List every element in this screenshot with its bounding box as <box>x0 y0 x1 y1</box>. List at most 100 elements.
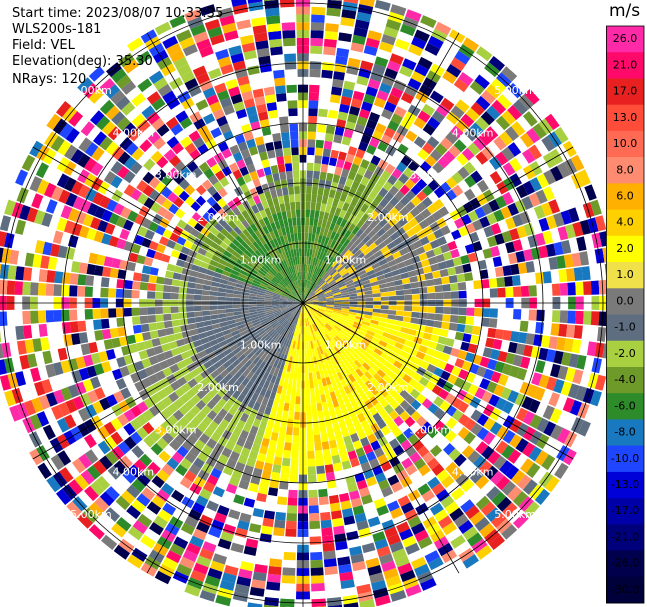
radar-gate <box>179 318 188 326</box>
radar-gate <box>367 516 381 528</box>
radar-gate <box>368 355 378 364</box>
radar-gate <box>310 209 315 218</box>
radar-gate <box>410 282 419 289</box>
radar-gate <box>349 293 358 297</box>
radar-gate <box>246 326 255 333</box>
radar-gate <box>284 321 290 329</box>
radar-gate <box>243 190 253 200</box>
radar-gate <box>317 295 326 299</box>
radar-gate <box>220 63 234 75</box>
radar-gate <box>169 363 180 374</box>
radar-gate <box>338 255 346 264</box>
radar-gate <box>232 333 242 340</box>
radar-gate <box>490 371 502 384</box>
radar-gate <box>318 338 323 347</box>
radar-gate <box>352 260 361 268</box>
radar-gate <box>184 142 197 155</box>
radar-gate <box>535 360 546 374</box>
radar-gate <box>291 316 297 325</box>
radar-gate <box>295 357 299 366</box>
radar-gate <box>318 386 325 395</box>
radar-gate <box>310 305 318 309</box>
radar-gate <box>427 35 444 49</box>
radar-gate <box>316 226 321 235</box>
radar-gate <box>376 505 389 516</box>
radar-gate <box>347 365 356 374</box>
radar-gate <box>123 156 137 170</box>
radar-gate <box>246 138 257 149</box>
radar-gate <box>161 174 173 187</box>
radar-gate <box>166 414 179 427</box>
radar-gate <box>393 79 407 92</box>
radar-gate <box>336 225 344 235</box>
radar-gate <box>349 457 360 468</box>
radar-gate <box>314 249 319 259</box>
radar-gate <box>201 305 210 311</box>
radar-gate <box>311 265 316 274</box>
radar-gate <box>379 398 389 408</box>
radar-gate <box>258 316 267 321</box>
radar-gate <box>287 258 292 267</box>
radar-gate <box>279 203 286 212</box>
ring-label: 1.00km <box>240 254 282 267</box>
radar-gate <box>243 335 252 343</box>
radar-gate <box>486 486 501 501</box>
radar-gate <box>63 414 77 429</box>
radar-gate <box>358 487 371 498</box>
radar-gate <box>313 331 318 340</box>
radar-gate <box>317 362 323 372</box>
radar-gate <box>204 274 214 281</box>
radar-gate <box>222 523 236 535</box>
radar-gate <box>372 531 386 543</box>
radar-gate <box>396 261 406 269</box>
radar-gate <box>308 108 318 117</box>
radar-gate <box>383 383 394 394</box>
radar-gate <box>34 240 45 254</box>
radar-gate <box>148 240 159 251</box>
radar-gate <box>333 525 345 535</box>
radar-gate <box>411 342 421 351</box>
radar-gate <box>167 167 180 180</box>
radar-gate <box>391 168 403 179</box>
radar-gate <box>63 177 77 192</box>
radar-gate <box>335 540 348 551</box>
radar-gate <box>377 141 389 152</box>
radar-gate <box>155 225 166 236</box>
radar-gate <box>311 249 316 258</box>
radar-gate <box>391 427 403 438</box>
radar-gate <box>307 309 313 316</box>
radar-gate <box>400 502 415 514</box>
radar-gate <box>232 216 242 226</box>
radar-gate <box>310 559 324 569</box>
radar-gate <box>214 82 227 94</box>
radar-gate <box>316 194 323 204</box>
radar-gate <box>252 88 265 99</box>
radar-gate <box>288 297 296 301</box>
radar-gate <box>241 386 250 396</box>
radar-gate <box>287 304 296 306</box>
radar-gate <box>594 374 607 391</box>
radar-gate <box>213 414 224 425</box>
radar-gate <box>394 342 404 350</box>
colorbar-swatch <box>606 262 644 289</box>
radar-gate <box>292 217 297 226</box>
radar-gate <box>341 306 350 309</box>
radar-gate <box>298 287 302 296</box>
radar-gate <box>328 331 336 339</box>
radar-gate <box>444 363 455 374</box>
radar-gate <box>279 304 288 306</box>
radar-gate <box>306 411 312 420</box>
radar-gate <box>115 216 127 228</box>
radar-gate <box>155 314 164 322</box>
radar-gate <box>117 441 131 455</box>
radar-gate <box>211 519 225 531</box>
radar-gate <box>320 433 329 443</box>
radar-gate <box>176 259 186 268</box>
radar-gate <box>466 307 475 316</box>
colorbar-tick-label: -8.0 <box>614 426 635 439</box>
radar-gate <box>373 97 386 109</box>
radar-gate <box>307 290 313 297</box>
radar-gate <box>411 294 420 300</box>
radar-gate <box>220 325 230 332</box>
radar-gate <box>332 326 341 334</box>
